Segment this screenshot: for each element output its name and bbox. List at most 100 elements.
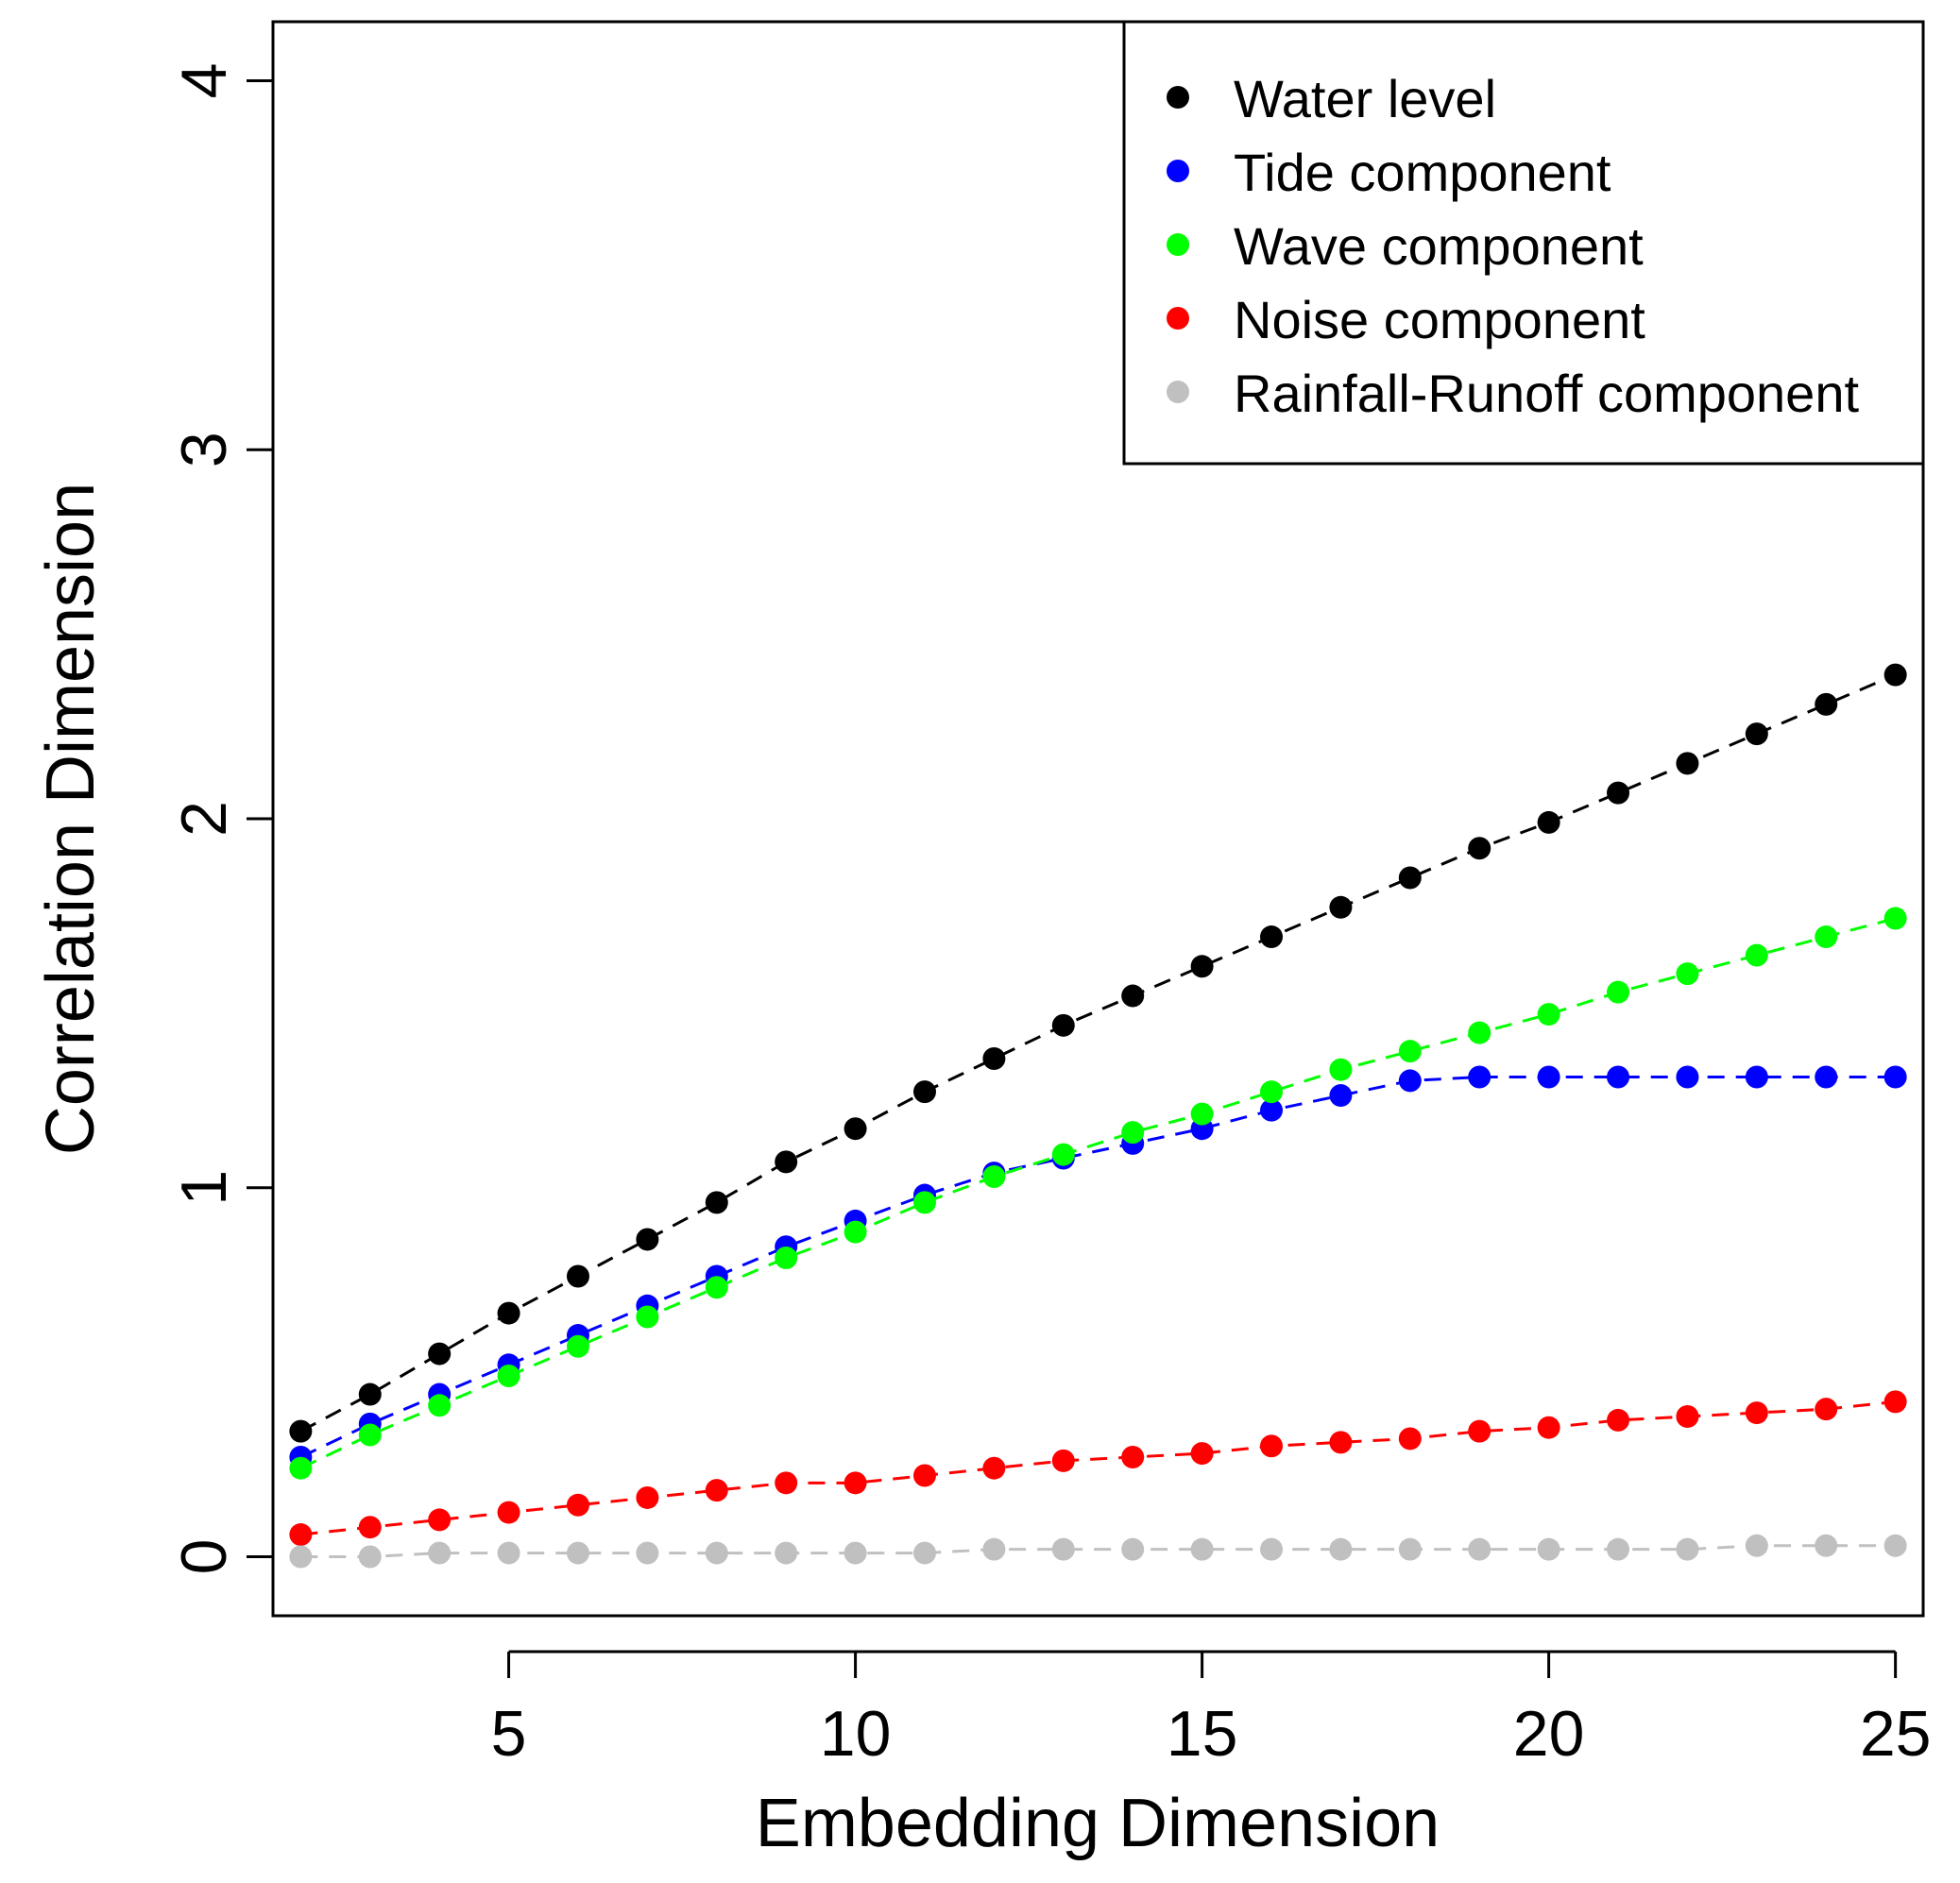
data-point — [1537, 1065, 1560, 1089]
data-point — [982, 1046, 1006, 1070]
data-point — [497, 1541, 520, 1565]
data-point — [705, 1276, 728, 1299]
data-point — [1883, 1534, 1907, 1557]
series-tide-component — [289, 1065, 1907, 1468]
data-point — [982, 1165, 1006, 1189]
y-tick-label: 4 — [168, 63, 240, 99]
legend-marker — [1167, 233, 1189, 256]
legend-marker — [1167, 307, 1189, 330]
data-point — [636, 1305, 659, 1329]
data-point — [1398, 1537, 1422, 1561]
series-noise-component — [289, 1390, 1907, 1547]
data-point — [1190, 1537, 1214, 1561]
data-point — [912, 1080, 936, 1104]
data-point — [1607, 781, 1630, 805]
data-point — [1051, 1449, 1075, 1472]
data-point — [497, 1301, 520, 1325]
series-line — [299, 1076, 1896, 1459]
data-point — [775, 1541, 798, 1565]
data-point — [844, 1471, 867, 1495]
x-tick-label: 15 — [1167, 1698, 1238, 1770]
data-point — [1815, 692, 1838, 716]
y-axis: 0 1 2 3 4 — [168, 63, 275, 1574]
data-point — [289, 1523, 313, 1547]
x-tick-label: 20 — [1513, 1698, 1585, 1770]
data-point — [1190, 1102, 1214, 1126]
data-point — [1398, 1040, 1422, 1063]
series-water-level — [289, 663, 1907, 1443]
data-point — [982, 1537, 1006, 1561]
x-tick-label: 25 — [1860, 1698, 1932, 1770]
data-point — [289, 1456, 313, 1480]
x-axis: 5 10 15 20 25 — [491, 1650, 1932, 1770]
data-point — [358, 1545, 382, 1569]
data-point — [1883, 663, 1907, 687]
data-point — [566, 1334, 589, 1358]
data-point — [1398, 1427, 1422, 1450]
data-point — [775, 1246, 798, 1269]
x-axis-label: Embedding Dimension — [756, 1786, 1440, 1861]
data-point — [1468, 1065, 1491, 1089]
series-rainfall-runoff-component — [289, 1534, 1907, 1569]
data-point — [289, 1545, 313, 1569]
legend-item: Wave component — [1167, 216, 1644, 276]
series-line — [300, 1400, 1896, 1536]
data-point — [1883, 1390, 1907, 1414]
data-point — [1398, 1069, 1422, 1093]
legend-label: Wave component — [1234, 216, 1644, 276]
data-point — [705, 1479, 728, 1502]
data-point — [1121, 1537, 1145, 1561]
data-point — [1537, 1003, 1560, 1026]
legend-label: Tide component — [1234, 143, 1611, 202]
y-tick-label: 1 — [168, 1170, 240, 1206]
legend-box — [1122, 20, 1925, 466]
data-point — [1329, 1084, 1353, 1108]
data-point — [1883, 1065, 1907, 1089]
data-point — [428, 1541, 452, 1565]
data-point — [1537, 1416, 1560, 1439]
data-point — [497, 1365, 520, 1388]
series-line — [299, 917, 1897, 1470]
data-point — [1676, 962, 1699, 986]
data-point — [1329, 1537, 1353, 1561]
data-point — [844, 1541, 867, 1565]
data-point — [1121, 984, 1145, 1008]
legend-label: Rainfall-Runoff component — [1234, 364, 1859, 423]
x-tick-label: 5 — [491, 1698, 527, 1770]
data-point — [1329, 1431, 1353, 1454]
data-point — [1051, 1143, 1075, 1166]
data-point — [1051, 1537, 1075, 1561]
data-point — [1260, 1080, 1284, 1104]
data-point — [1745, 1065, 1768, 1089]
data-point — [844, 1220, 867, 1244]
legend-label: Noise component — [1234, 290, 1645, 349]
data-point — [1676, 1065, 1699, 1089]
y-tick-label: 3 — [168, 432, 240, 467]
data-point — [705, 1191, 728, 1214]
data-point — [912, 1541, 936, 1565]
data-point — [1815, 1065, 1838, 1089]
data-point — [1468, 1537, 1491, 1561]
legend-marker — [1167, 86, 1189, 109]
data-point — [636, 1228, 659, 1251]
data-point — [1190, 955, 1214, 978]
data-point — [982, 1456, 1006, 1480]
data-point — [844, 1117, 867, 1141]
legend: Water level Tide component Wave component N… — [1122, 20, 1925, 466]
data-point — [358, 1516, 382, 1539]
y-axis-label: Correlation Dimension — [33, 483, 109, 1155]
data-point — [1121, 1121, 1145, 1145]
data-point — [1329, 1058, 1353, 1081]
legend-marker — [1167, 381, 1189, 403]
data-point — [1607, 1065, 1630, 1089]
legend-label: Water level — [1234, 69, 1496, 128]
data-point — [1676, 752, 1699, 775]
data-point — [912, 1191, 936, 1214]
y-tick-label: 2 — [168, 801, 240, 837]
data-point — [1537, 1537, 1560, 1561]
data-point — [775, 1150, 798, 1174]
data-point — [1676, 1405, 1699, 1428]
data-point — [1815, 1534, 1838, 1557]
data-point — [1468, 1419, 1491, 1443]
